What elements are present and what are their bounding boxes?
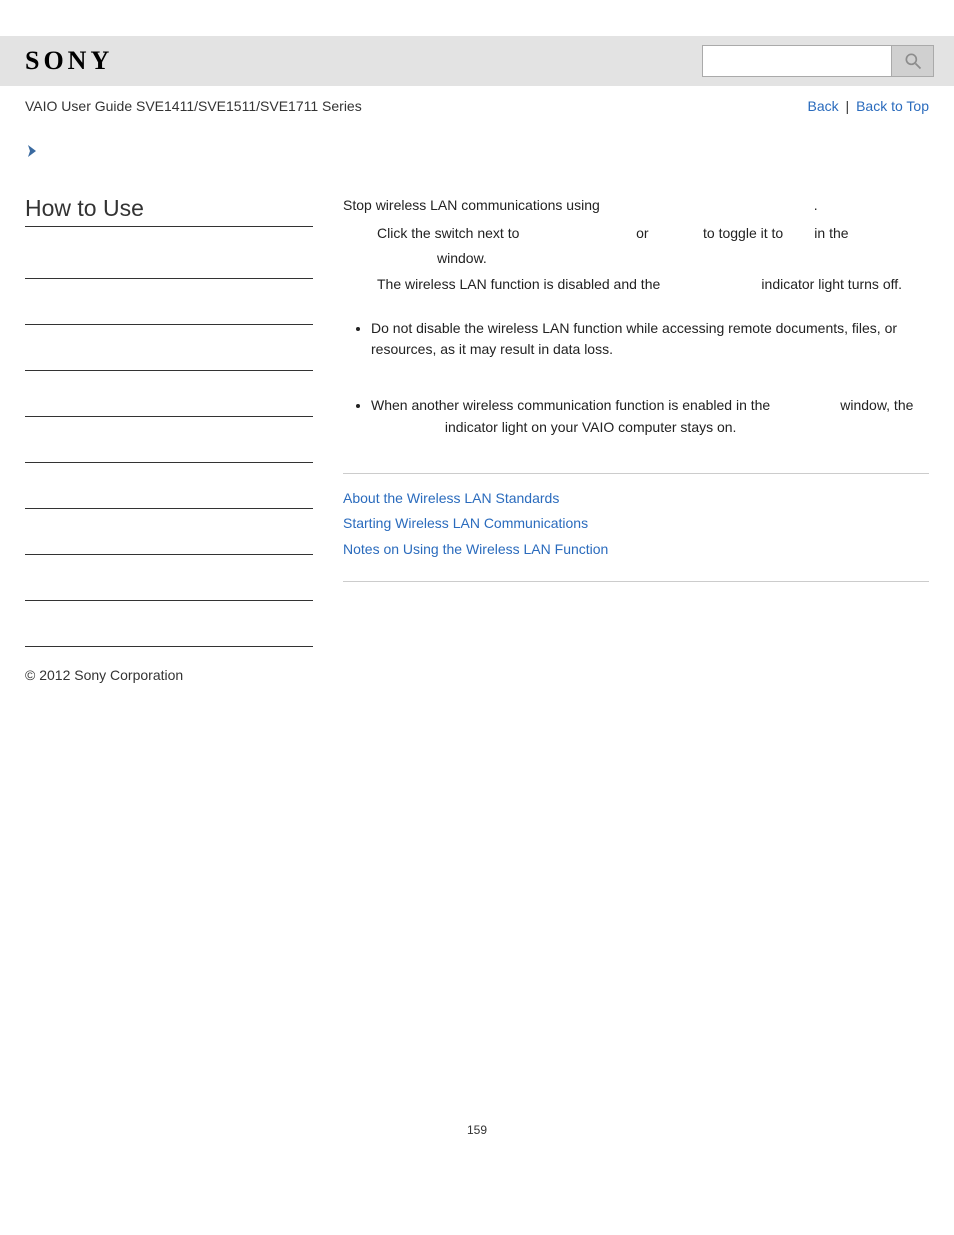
text: indicator light turns off. [758,276,902,292]
sidebar-item[interactable] [25,325,313,371]
sidebar-item[interactable] [25,601,313,647]
sep: | [842,98,853,114]
back-to-top-link[interactable]: Back to Top [856,98,929,114]
text: window, the [836,397,913,413]
text: in the [810,225,848,241]
guide-title: VAIO User Guide SVE1411/SVE1511/SVE1711 … [25,98,362,114]
back-link[interactable]: Back [808,98,839,114]
note-item: When another wireless communication func… [371,395,929,438]
search-button[interactable] [892,45,934,77]
intro-line: Stop wireless LAN communications using . [343,195,929,217]
text: The wireless LAN function is disabled an… [377,276,664,292]
search-icon [903,51,923,71]
text: . [814,197,818,213]
related-topics: About the Wireless LAN Standards Startin… [343,488,929,561]
text: Stop wireless LAN communications using [343,197,604,213]
text: Click the switch next to [377,225,523,241]
note-item: Do not disable the wireless LAN function… [371,318,929,361]
text: window. [437,250,487,266]
divider [343,473,929,474]
logo: SONY [25,46,113,76]
sidebar-item[interactable] [25,463,313,509]
sidebar: How to Use [25,195,333,647]
breadcrumb-arrow [0,122,954,165]
step-block: Click the switch next to or to toggle it… [377,223,929,296]
search-group [702,45,934,77]
text: indicator light on your VAIO computer st… [441,419,736,435]
text: to toggle it to [699,225,787,241]
nav-links: Back | Back to Top [808,98,929,114]
step-line-1b: window. [437,248,929,270]
sidebar-item[interactable] [25,555,313,601]
sidebar-item[interactable] [25,371,313,417]
subheader: VAIO User Guide SVE1411/SVE1511/SVE1711 … [0,86,954,122]
chevron-right-icon [25,143,41,159]
step-line-1: Click the switch next to or to toggle it… [377,223,929,245]
related-link-starting[interactable]: Starting Wireless LAN Communications [343,513,929,535]
text: or [632,225,652,241]
sidebar-item[interactable] [25,233,313,279]
main-content: Stop wireless LAN communications using .… [333,195,929,647]
sidebar-item[interactable] [25,279,313,325]
related-link-standards[interactable]: About the Wireless LAN Standards [343,488,929,510]
text: When another wireless communication func… [371,397,774,413]
page-number: 159 [0,1123,954,1157]
sidebar-item[interactable] [25,509,313,555]
notes-list: Do not disable the wireless LAN function… [343,318,929,439]
divider [343,581,929,582]
sidebar-title: How to Use [25,195,313,227]
copyright: © 2012 Sony Corporation [0,647,954,703]
step-line-2: The wireless LAN function is disabled an… [377,274,929,296]
sidebar-item[interactable] [25,417,313,463]
content: How to Use Stop wireless LAN communicati… [0,165,954,647]
search-input[interactable] [702,45,892,77]
header-bar: SONY [0,36,954,86]
related-link-notes[interactable]: Notes on Using the Wireless LAN Function [343,539,929,561]
